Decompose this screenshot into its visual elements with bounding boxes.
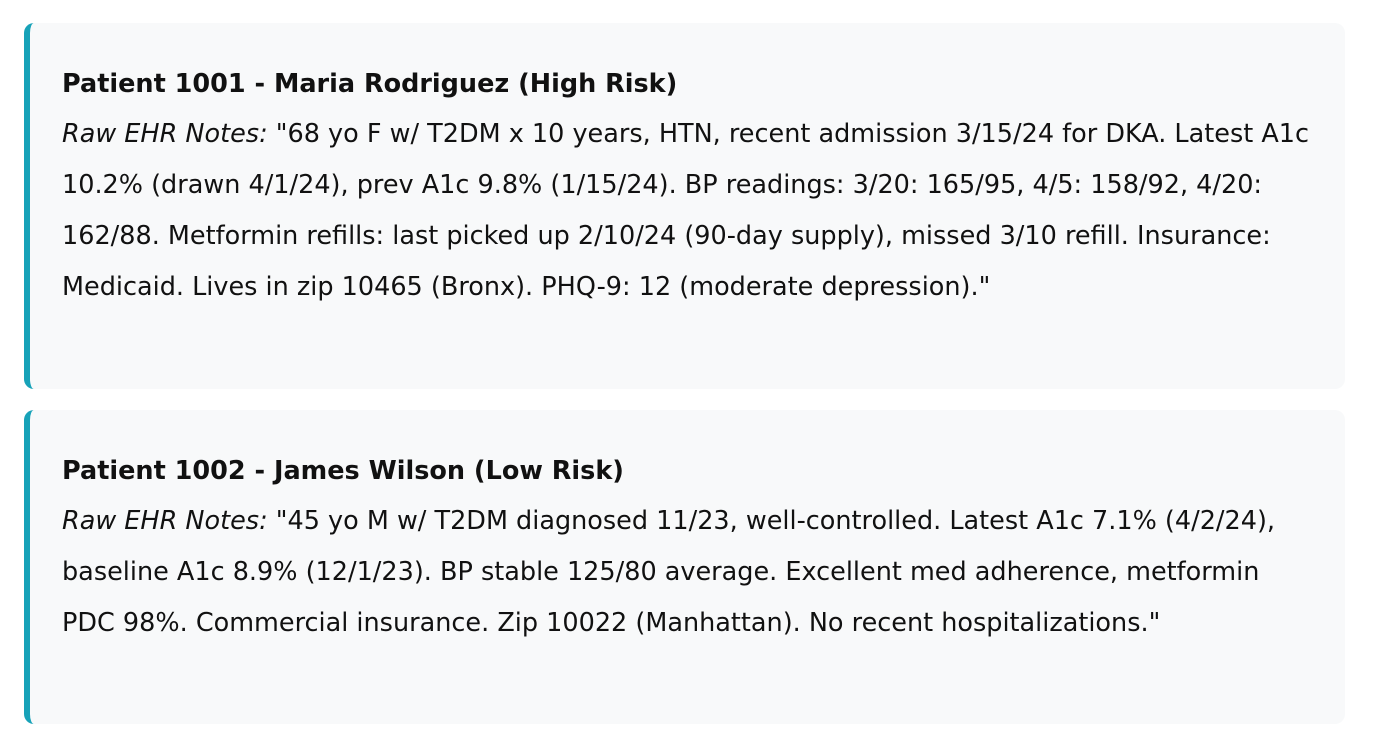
patient-notes: Raw EHR Notes: "68 yo F w/ T2DM x 10 yea… — [62, 109, 1313, 313]
patient-card-1001: Patient 1001 - Maria Rodriguez (High Ris… — [24, 23, 1345, 389]
notes-text: "68 yo F w/ T2DM x 10 years, HTN, recent… — [62, 119, 1310, 302]
patient-card-1002: Patient 1002 - James Wilson (Low Risk) R… — [24, 410, 1345, 724]
patient-title: Patient 1002 - James Wilson (Low Risk) — [62, 456, 624, 486]
patient-title: Patient 1001 - Maria Rodriguez (High Ris… — [62, 69, 678, 99]
notes-label: Raw EHR Notes: — [62, 119, 268, 149]
notes-text: "45 yo M w/ T2DM diagnosed 11/23, well-c… — [62, 506, 1276, 638]
patient-notes: Raw EHR Notes: "45 yo M w/ T2DM diagnose… — [62, 496, 1313, 649]
notes-label: Raw EHR Notes: — [62, 506, 268, 536]
